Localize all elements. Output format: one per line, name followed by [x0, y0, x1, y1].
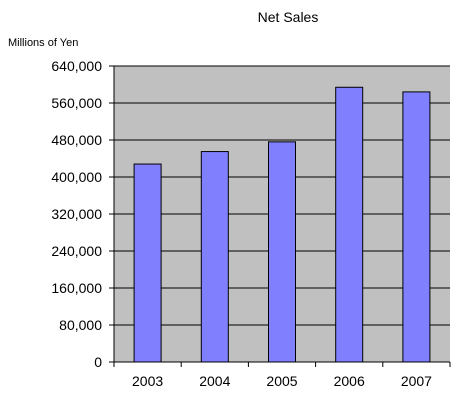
- bar-2007: [402, 91, 431, 363]
- y-tick-label: 80,000: [59, 317, 102, 333]
- y-tick-label: 400,000: [51, 169, 102, 185]
- bar-2003: [133, 163, 162, 363]
- y-tick-label: 560,000: [51, 95, 102, 111]
- y-axis-label: Millions of Yen: [8, 37, 78, 49]
- x-tick-label: 2007: [401, 373, 432, 389]
- x-tick-label: 2004: [199, 373, 230, 389]
- y-tick-label: 320,000: [51, 206, 102, 222]
- x-tick-labels: 2003 2004 2005 2006 2007: [132, 373, 432, 389]
- bar-2004: [200, 151, 229, 363]
- y-tick-label: 480,000: [51, 132, 102, 148]
- y-tick-labels: 0 80,000 160,000 240,000 320,000 400,000 480,0…: [51, 58, 102, 370]
- axes: [109, 65, 451, 367]
- x-tick-label: 2003: [132, 373, 163, 389]
- bar-2005: [268, 141, 296, 363]
- bars: [133, 86, 431, 363]
- y-tick-label: 240,000: [51, 243, 102, 259]
- y-tick-label: 160,000: [51, 280, 102, 296]
- x-tick-label: 2006: [334, 373, 365, 389]
- y-tick-label: 0: [94, 354, 102, 370]
- bar-2006: [335, 86, 364, 363]
- x-tick-label: 2005: [266, 373, 297, 389]
- y-tick-label: 640,000: [51, 58, 102, 74]
- chart-title: Net Sales: [258, 9, 319, 25]
